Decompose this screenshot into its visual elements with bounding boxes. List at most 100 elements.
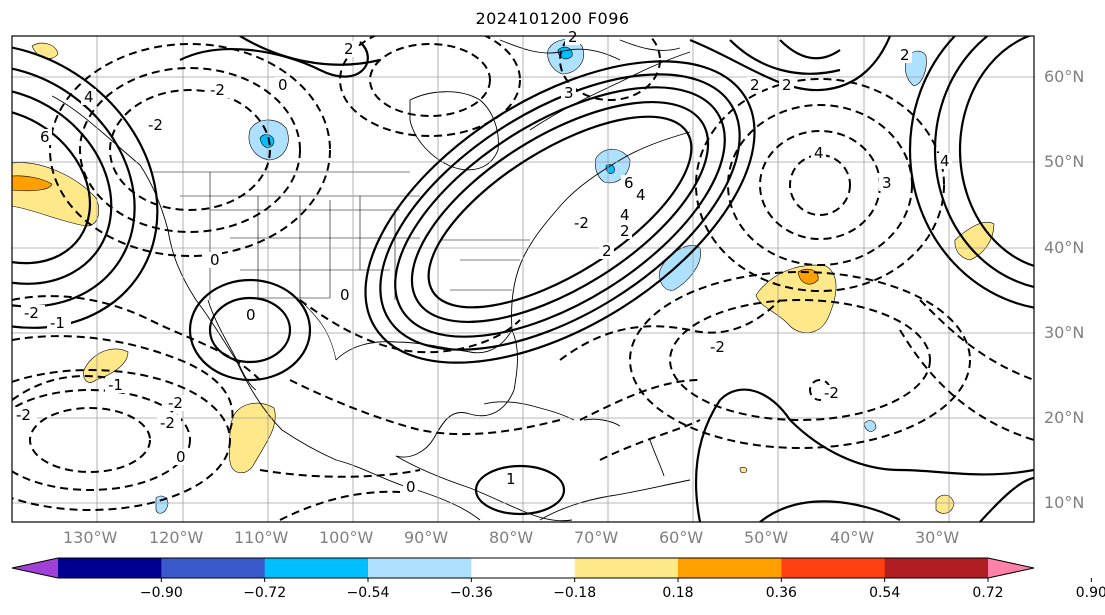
- contour-line: [279, 490, 401, 521]
- contour-label: -2: [824, 384, 839, 402]
- contour-ring: [958, 36, 1034, 268]
- colorbar: [11, 557, 1092, 582]
- contour-label: 2: [750, 76, 760, 94]
- colorbar-tick-label: −0.54: [346, 585, 390, 601]
- contour-ring: [339, 36, 521, 137]
- longitude-label: 40°W: [830, 528, 875, 547]
- contour-ring: [695, 78, 945, 292]
- colorbar-tick-label: 0.90: [1075, 585, 1105, 601]
- contour-ring: [79, 67, 301, 233]
- colorbar-segment: [161, 558, 266, 578]
- contour-label-background: [337, 287, 352, 303]
- colorbar-segment: [781, 558, 886, 578]
- contour-line: [289, 379, 561, 436]
- contour-line: [579, 379, 701, 421]
- contour-label: 4: [620, 206, 630, 224]
- contour-ring: [427, 115, 693, 309]
- latitude-label: 40°N: [1044, 238, 1085, 257]
- longitude-label: 70°W: [574, 528, 619, 547]
- contour-label: -2: [710, 338, 725, 356]
- contour-label: 2: [900, 46, 910, 64]
- contour-label-background: [243, 307, 258, 323]
- contour-label: 1: [506, 470, 516, 488]
- longitude-label: 80°W: [489, 528, 534, 547]
- colorbar-tick-label: 0.36: [765, 585, 797, 601]
- contour-label: -1: [50, 314, 65, 332]
- contour-label-background: [207, 252, 222, 268]
- contour-ring: [559, 36, 661, 101]
- positive-anomaly-patch: [954, 221, 995, 261]
- latitude-label: 10°N: [1044, 493, 1085, 512]
- longitude-label: 130°W: [63, 528, 118, 547]
- contour-label-background: [13, 407, 37, 423]
- contour-label: 0: [406, 478, 416, 496]
- map-frame: [11, 35, 1035, 523]
- longitude-label: 90°W: [404, 528, 449, 547]
- contour-ring: [379, 73, 741, 351]
- contour-ring: [29, 407, 151, 473]
- negative-anomaly-patch: [863, 420, 877, 432]
- contour-label: 6: [624, 174, 634, 192]
- contour-label-background: [207, 82, 231, 98]
- contour-line: [599, 419, 701, 461]
- positive-anomaly-patch: [739, 466, 747, 474]
- contour-label: -1: [108, 376, 123, 394]
- contour-ring: [12, 389, 191, 491]
- latitude-label: 50°N: [1044, 152, 1085, 171]
- contour-ring: [933, 36, 1034, 289]
- contour-line: [979, 476, 1034, 522]
- colorbar-segment: [58, 558, 162, 578]
- contour-label: 2: [344, 40, 354, 58]
- contour-label: -2: [210, 81, 225, 99]
- latitude-label: 20°N: [1044, 408, 1085, 427]
- negative-anomaly-patch: [155, 495, 169, 514]
- contour-ring: [49, 43, 331, 257]
- colorbar-tick-label: 0.54: [869, 585, 901, 601]
- contour-label-background: [105, 377, 129, 393]
- contour-line: [899, 329, 1034, 441]
- longitude-label: 120°W: [149, 528, 204, 547]
- contour-label: 2: [602, 242, 612, 260]
- contour-ring: [789, 154, 851, 216]
- map-title: 2024101200 F096: [475, 9, 630, 28]
- colorbar-tick-label: −0.36: [449, 585, 493, 601]
- colorbar-segment: [368, 558, 472, 578]
- contour-label: 0: [340, 286, 350, 304]
- contour-ring: [908, 36, 1034, 309]
- latitude-label: 60°N: [1044, 67, 1085, 86]
- contour-ring: [208, 296, 292, 364]
- contour-line: [12, 335, 234, 431]
- contour-label-background: [173, 449, 188, 465]
- contour-label: 0: [176, 448, 186, 466]
- contour-label: 0: [210, 251, 220, 269]
- contour-ring: [12, 43, 159, 329]
- contour-label-background: [571, 215, 595, 231]
- contour-label: 4: [814, 144, 824, 162]
- cuba: [483, 401, 575, 421]
- colorbar-segment: [884, 558, 989, 578]
- contour-label: 2: [782, 76, 792, 94]
- longitude-label: 110°W: [234, 528, 289, 547]
- longitude-label: 30°W: [915, 528, 960, 547]
- contour-label: -2: [24, 304, 39, 322]
- colorbar-tick-label: −0.72: [243, 585, 287, 601]
- longitude-label: 50°W: [744, 528, 789, 547]
- contour-label-background: [599, 243, 614, 259]
- contour-line: [694, 399, 721, 522]
- contour-ring: [394, 86, 726, 338]
- contour-label-background: [617, 207, 632, 223]
- shaded-anomalies: [12, 39, 995, 514]
- colorbar-segment: [678, 558, 782, 578]
- colorbar-extend-min: [12, 558, 58, 578]
- contour-ring: [109, 89, 271, 211]
- contour-ring: [12, 87, 113, 285]
- negative-contours: [12, 36, 1034, 521]
- contour-label-background: [937, 153, 952, 169]
- contour-label: 0: [246, 306, 256, 324]
- contour-label: -2: [148, 116, 163, 134]
- contour-ring: [474, 464, 566, 516]
- contour-ring: [188, 278, 312, 382]
- contour-label: 6: [40, 128, 50, 146]
